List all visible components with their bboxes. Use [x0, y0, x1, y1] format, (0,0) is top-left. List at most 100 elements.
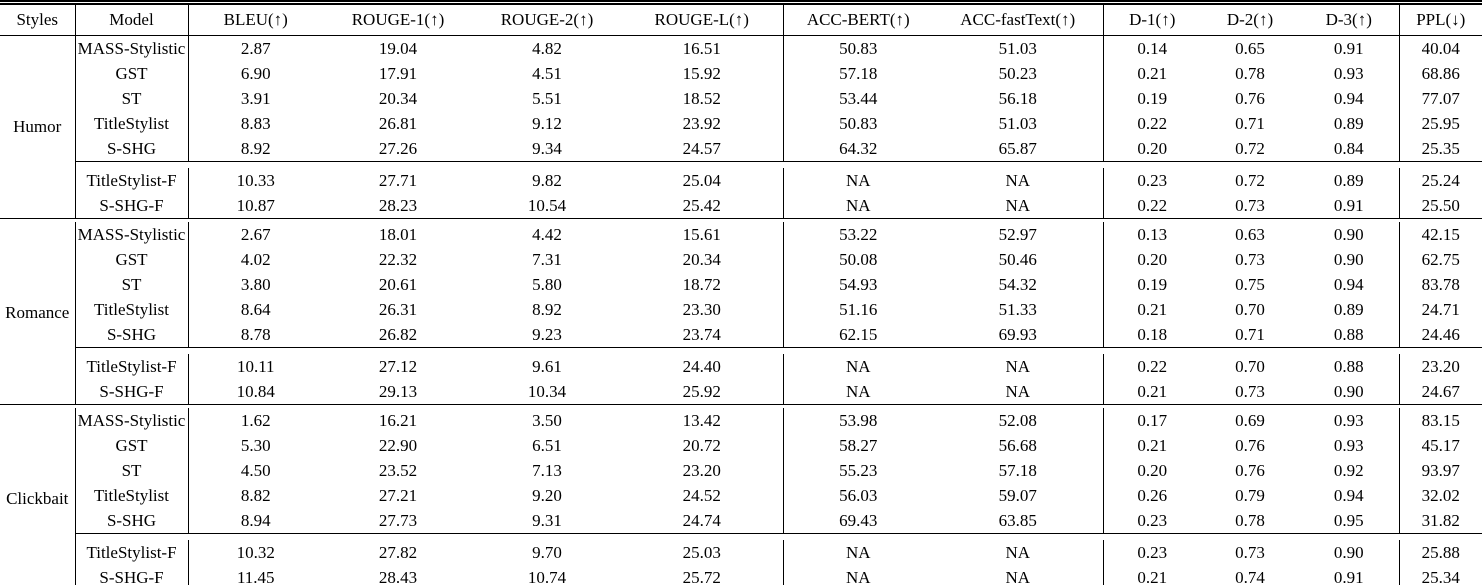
metric-value: 10.11: [187, 354, 323, 379]
section-divider: [0, 218, 1482, 222]
table-row: GST 5.30 22.90 6.51 20.72 58.27 56.68 0.21 0.76 0…: [0, 433, 1482, 458]
metric-value: 68.86: [1398, 61, 1482, 86]
table-row-finetuned: TitleStylist-F 10.33 27.71 9.82 25.04 NA NA 0.2…: [0, 168, 1482, 193]
metric-value: 64.32: [782, 136, 933, 162]
metric-value: 25.50: [1398, 193, 1482, 219]
metric-value: 0.89: [1333, 299, 1364, 319]
metric-value: 0.23: [1102, 508, 1201, 534]
metric-value: 24.67: [1398, 379, 1482, 405]
model-name: ST: [74, 458, 188, 483]
table-row-finetuned: TitleStylist-F 10.32 27.82 9.70 25.03 NA NA 0.2…: [0, 540, 1482, 565]
metric-value: 0.21: [1102, 297, 1201, 322]
metric-value: 15.92: [682, 63, 721, 83]
header-row: Styles Model BLEU(↑) ROUGE-1(↑) ROUGE-2(↑) RO…: [0, 5, 1482, 36]
metric-value: 53.44: [782, 86, 933, 111]
metric-value: 18.52: [682, 88, 721, 108]
metric-value: 0.88: [1333, 324, 1364, 344]
metric-value: 0.93: [1333, 63, 1364, 83]
model-name: TitleStylist: [74, 111, 188, 136]
metric-value: 25.92: [682, 381, 721, 401]
metric-value: 0.91: [1333, 567, 1364, 585]
model-name: GST: [74, 433, 188, 458]
metric-value: 0.73: [1235, 381, 1265, 401]
metric-value: 25.04: [682, 170, 721, 190]
model-name: TitleStylist-F: [74, 540, 188, 565]
metric-value: 23.52: [378, 460, 418, 480]
metric-value: 19.04: [378, 38, 418, 58]
metric-value: 7.31: [532, 249, 562, 269]
metric-value: 54.32: [998, 274, 1037, 294]
metric-value: 0.73: [1235, 249, 1265, 269]
metric-value-na: NA: [782, 193, 933, 219]
metric-value: 27.26: [378, 138, 418, 158]
metric-value: 62.15: [782, 322, 933, 348]
metric-value: 24.46: [1398, 322, 1482, 348]
metric-value: 0.90: [1333, 542, 1364, 562]
table-row-finetuned: S-SHG-F 10.84 29.13 10.34 25.92 NA NA 0.21 0.73 0…: [0, 379, 1482, 405]
mid-rule: [0, 347, 1482, 354]
metric-value: 0.78: [1235, 510, 1265, 530]
metric-value: 65.87: [998, 138, 1037, 158]
metric-value: 24.40: [682, 356, 721, 376]
metric-value: 11.45: [187, 565, 323, 585]
metric-value: 0.70: [1235, 356, 1265, 376]
metric-value: 51.03: [998, 38, 1037, 58]
metric-value: 0.72: [1235, 170, 1265, 190]
metric-value: 9.34: [532, 138, 562, 158]
metric-value: 55.23: [782, 458, 933, 483]
metric-value: 0.93: [1333, 435, 1364, 455]
table-row: Clickbait MASS-Stylistic 1.62 16.21 3.50 13.4…: [0, 408, 1482, 508]
metric-value-na: NA: [782, 354, 933, 379]
model-name: TitleStylist-F: [74, 354, 188, 379]
metric-value: 16.51: [682, 38, 721, 58]
metric-value: 0.70: [1235, 299, 1265, 319]
metric-value: 10.54: [527, 195, 567, 215]
metric-value: 23.20: [1398, 354, 1482, 379]
metric-value: 53.22: [782, 222, 933, 247]
metric-value: 69.93: [998, 324, 1037, 344]
model-name: ST: [74, 86, 188, 111]
metric-value: 3.50: [532, 410, 562, 430]
metric-value: 10.87: [187, 193, 323, 219]
metric-value: 57.18: [998, 460, 1037, 480]
metric-value: 32.02: [1398, 483, 1482, 508]
metric-value: 2.67: [187, 222, 323, 247]
model-name: TitleStylist-F: [74, 168, 188, 193]
mid-rule-line: [74, 161, 1482, 168]
model-name: S-SHG: [74, 136, 188, 162]
metric-value: 0.95: [1333, 510, 1364, 530]
metric-value: 0.20: [1102, 458, 1201, 483]
column-header-acc-bert: ACC-BERT(↑): [782, 5, 933, 36]
section-divider-line: [0, 404, 1482, 408]
metric-value: 0.74: [1235, 567, 1265, 585]
metric-value: 0.91: [1333, 195, 1364, 215]
style-label-clickbait: Clickbait: [6, 489, 69, 508]
metric-value: 50.23: [998, 63, 1037, 83]
results-table: Styles Model BLEU(↑) ROUGE-1(↑) ROUGE-2(↑) RO…: [0, 5, 1482, 585]
mid-rule-line: [74, 347, 1482, 354]
metric-value: 0.90: [1333, 224, 1364, 244]
metric-value-na: NA: [782, 379, 933, 405]
metric-value: 27.21: [378, 485, 418, 505]
table-row: ST 3.91 20.34 5.51 18.52 53.44 56.18 0.19 0.76 0.…: [0, 86, 1482, 111]
metric-value: 26.82: [378, 324, 418, 344]
metric-value: 22.32: [378, 249, 418, 269]
metric-value: 0.84: [1333, 138, 1364, 158]
metric-value: 3.91: [187, 86, 323, 111]
mid-rule: [0, 161, 1482, 168]
metric-value: 29.13: [378, 381, 418, 401]
column-header-model: Model: [74, 5, 188, 36]
metric-value: 62.75: [1398, 247, 1482, 272]
table-row: ST 3.80 20.61 5.80 18.72 54.93 54.32 0.19 0.75 0.…: [0, 272, 1482, 297]
metric-value: 0.13: [1102, 222, 1201, 247]
metric-value: 4.42: [532, 224, 562, 244]
metric-value: 23.74: [682, 324, 721, 344]
metric-value: 27.71: [378, 170, 418, 190]
table-row: GST 6.90 17.91 4.51 15.92 57.18 50.23 0.21 0.78 0…: [0, 61, 1482, 86]
metric-value: 18.01: [378, 224, 418, 244]
table-row-finetuned: S-SHG-F 10.87 28.23 10.54 25.42 NA NA 0.22 0.73 0…: [0, 193, 1482, 219]
metric-value: 83.15: [1398, 408, 1482, 433]
model-name: S-SHG-F: [74, 193, 188, 219]
section-divider: [0, 404, 1482, 408]
